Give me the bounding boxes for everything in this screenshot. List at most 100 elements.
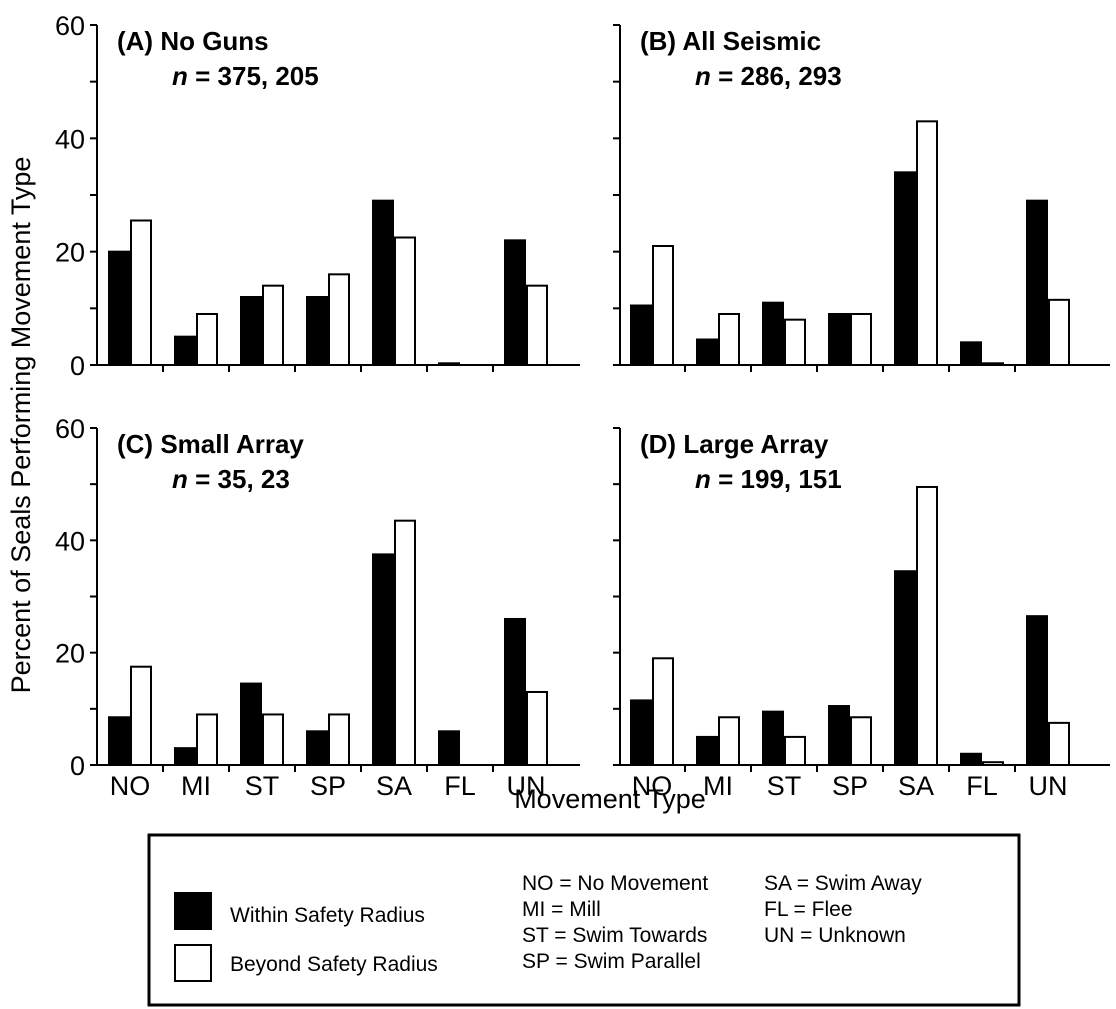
bar-st-within xyxy=(762,301,784,366)
panel-d: NO MI ST SP SA FL UN (D) Large Array n = 199, 15… xyxy=(613,427,1110,801)
panels: 0 20 40 60 (A) No Guns n = 375, 205 (B) All Se… xyxy=(55,11,1110,801)
panel-a: 0 20 40 60 (A) No Guns n = 375, 205 xyxy=(55,11,580,381)
bar-fl-within xyxy=(438,362,460,366)
x-tick-label-un: UN xyxy=(507,771,546,801)
x-tick-label-no: NO xyxy=(632,771,673,801)
x-tick-label-st: ST xyxy=(245,771,280,801)
bar-no-within xyxy=(630,699,652,766)
bar-un-beyond xyxy=(526,284,548,366)
bar-fl-beyond xyxy=(982,362,1004,366)
panel-title: (B) All Seismic xyxy=(640,26,821,56)
panel-n-symbol: n xyxy=(172,464,188,494)
bar-mi-within xyxy=(174,335,196,366)
panel-n-values: = 35, 23 xyxy=(188,464,290,494)
bar-no-beyond xyxy=(130,219,152,366)
panel-title: (C) Small Array xyxy=(117,429,304,459)
bar-un-within xyxy=(1026,199,1048,366)
bar-sp-within xyxy=(306,730,328,766)
bar-sp-beyond xyxy=(850,313,872,366)
bar-un-beyond xyxy=(526,690,548,767)
legend-label-within: Within Safety Radius xyxy=(230,904,425,927)
legend-box xyxy=(147,833,1021,1007)
legend-definition-fl: FL = Flee xyxy=(764,898,853,921)
bar-un-within xyxy=(1026,615,1048,766)
bar-mi-within xyxy=(696,338,718,366)
x-tick-label-st: ST xyxy=(767,771,802,801)
bar-no-beyond xyxy=(130,665,152,766)
y-tick-label: 20 xyxy=(55,639,85,669)
panel-title: (D) Large Array xyxy=(640,429,829,459)
y-tick-label: 40 xyxy=(55,526,85,556)
y-tick-label: 20 xyxy=(55,238,85,268)
bar-sp-within xyxy=(828,705,850,767)
y-tick-label: 60 xyxy=(55,414,85,444)
legend: Within Safety Radius Beyond Safety Radiu… xyxy=(147,833,1021,1007)
bar-sa-within xyxy=(372,553,394,766)
legend-definition-sa: SA = Swim Away xyxy=(764,872,922,895)
bar-st-beyond xyxy=(784,735,806,767)
bar-sp-beyond xyxy=(850,716,872,767)
x-tick-label-no: NO xyxy=(110,771,151,801)
panel-n-symbol: n xyxy=(695,464,711,494)
bar-fl-within xyxy=(960,341,982,367)
bar-no-within xyxy=(630,304,652,366)
bar-un-beyond xyxy=(1048,298,1070,367)
bar-sa-beyond xyxy=(394,236,416,366)
bar-fl-within xyxy=(438,730,460,766)
bar-st-within xyxy=(240,296,262,366)
bar-sp-beyond xyxy=(328,273,350,367)
x-tick-label-fl: FL xyxy=(966,771,998,801)
bar-un-beyond xyxy=(1048,721,1070,766)
y-tick-label: 60 xyxy=(55,11,85,41)
x-tick-label-mi: MI xyxy=(703,771,733,801)
x-tick-label-sa: SA xyxy=(898,771,934,801)
bar-sp-beyond xyxy=(328,713,350,767)
legend-definition-sp: SP = Swim Parallel xyxy=(522,950,701,973)
bar-no-beyond xyxy=(652,245,674,366)
bar-mi-beyond xyxy=(196,713,218,767)
bar-sa-beyond xyxy=(916,120,938,367)
bar-sp-within xyxy=(306,296,328,366)
legend-definition-no: NO = No Movement xyxy=(522,872,708,895)
bar-st-within xyxy=(762,710,784,766)
bar-st-beyond xyxy=(262,713,284,767)
panel-n: n = 35, 23 xyxy=(172,464,290,494)
legend-swatch-beyond xyxy=(174,944,212,982)
bar-mi-within xyxy=(174,747,196,767)
legend-swatch-within xyxy=(174,892,212,930)
bar-no-beyond xyxy=(652,657,674,766)
bar-sp-within xyxy=(828,313,850,366)
x-tick-label-un: UN xyxy=(1029,771,1068,801)
legend-label-beyond: Beyond Safety Radius xyxy=(230,953,438,976)
bar-mi-beyond xyxy=(718,313,740,366)
panel-title: (A) No Guns xyxy=(117,26,269,56)
bar-no-within xyxy=(108,716,130,767)
bar-sa-beyond xyxy=(916,485,938,766)
bar-un-within xyxy=(504,617,526,767)
panel-b: (B) All Seismic n = 286, 293 xyxy=(613,24,1110,372)
legend-definition-un: UN = Unknown xyxy=(764,924,906,947)
bar-fl-beyond xyxy=(982,761,1004,766)
bar-mi-beyond xyxy=(196,313,218,366)
legend-definition-st: ST = Swim Towards xyxy=(522,924,707,947)
bar-fl-within xyxy=(960,752,982,766)
y-tick-label: 0 xyxy=(70,751,85,781)
bar-sa-within xyxy=(372,199,394,366)
x-tick-label-fl: FL xyxy=(444,771,476,801)
x-tick-label-mi: MI xyxy=(181,771,211,801)
panel-n: n = 286, 293 xyxy=(695,61,842,91)
bar-sa-within xyxy=(894,171,916,366)
x-tick-label-sp: SP xyxy=(832,771,868,801)
x-axis-title: Movement Type xyxy=(514,784,706,814)
bar-st-beyond xyxy=(262,284,284,366)
bar-sa-within xyxy=(894,570,916,766)
y-axis-title: Percent of Seals Performing Movement Typ… xyxy=(6,157,36,694)
bar-st-within xyxy=(240,682,262,767)
y-tick-label: 40 xyxy=(55,124,85,154)
bar-no-within xyxy=(108,250,130,367)
legend-definition-mi: MI = Mill xyxy=(522,898,601,921)
panel-n-symbol: n xyxy=(695,61,711,91)
bar-sa-beyond xyxy=(394,519,416,766)
x-tick-label-sp: SP xyxy=(310,771,346,801)
